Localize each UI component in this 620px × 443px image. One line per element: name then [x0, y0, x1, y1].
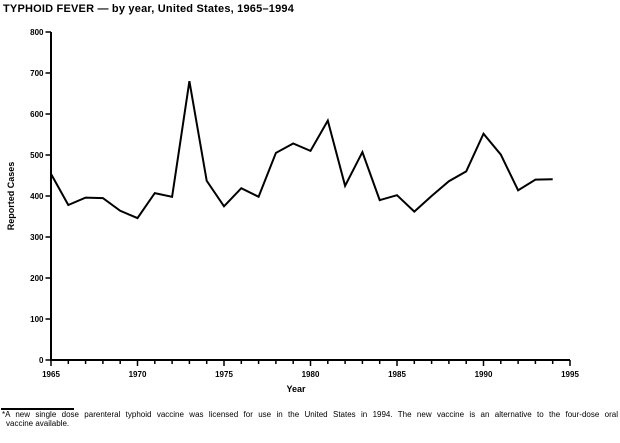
- chart-title: TYPHOID FEVER — by year, United States, …: [3, 3, 295, 15]
- chart-canvas: 0 100 200 300 400 500 600 700 800 1965 1970 1975 198…: [6, 28, 579, 394]
- x-axis-tick-label: 1985: [388, 370, 406, 379]
- x-axis-tick-label: 1995: [561, 370, 579, 379]
- y-axis-tick-label: 200: [30, 274, 44, 283]
- y-axis-tick-label: 0: [39, 356, 44, 365]
- y-axis-tick-label: 800: [30, 28, 44, 37]
- y-axis-tick-label: 500: [30, 151, 44, 160]
- y-axis-tick-label: 400: [30, 192, 44, 201]
- y-axis-title: Reported Cases: [6, 162, 16, 231]
- x-axis-tick-label: 1965: [42, 370, 60, 379]
- x-axis-tick-label: 1980: [302, 370, 320, 379]
- data-line: [50, 81, 553, 220]
- footnote-line-1: *A new single dose parenteral typhoid va…: [2, 410, 618, 419]
- footnote: *A new single dose parenteral typhoid va…: [2, 410, 618, 428]
- x-axis-tick-label: 1975: [215, 370, 233, 379]
- y-axis-tick-label: 100: [30, 315, 44, 324]
- x-axis-title: Year: [286, 384, 306, 394]
- footnote-separator: [1, 408, 74, 410]
- y-axis-tick-label: 700: [30, 69, 44, 78]
- x-axis-tick-label: 1970: [129, 370, 147, 379]
- x-axis-tick-label: 1990: [475, 370, 493, 379]
- footnote-line-2: vaccine available.: [6, 419, 70, 428]
- y-axis-tick-label: 600: [30, 110, 44, 119]
- y-axis-tick-label: 300: [30, 233, 44, 242]
